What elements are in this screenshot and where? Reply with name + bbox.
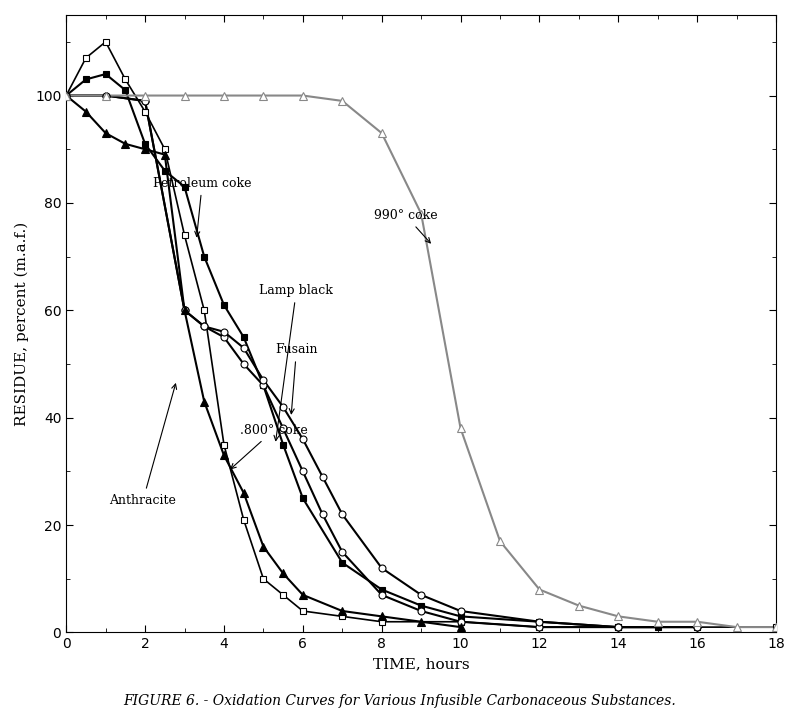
Text: Anthracite: Anthracite [110, 384, 177, 507]
Text: 990° coke: 990° coke [374, 209, 438, 243]
Text: Lamp black: Lamp black [259, 284, 334, 440]
Text: Petroleum coke: Petroleum coke [153, 177, 251, 237]
Y-axis label: RESIDUE, percent (m.a.f.): RESIDUE, percent (m.a.f.) [15, 222, 30, 426]
Text: .800° coke: .800° coke [231, 424, 307, 469]
Text: Fusain: Fusain [275, 343, 318, 414]
Text: FIGURE 6. - Oxidation Curves for Various Infusible Carbonaceous Substances.: FIGURE 6. - Oxidation Curves for Various… [124, 694, 676, 708]
X-axis label: TIME, hours: TIME, hours [373, 657, 470, 671]
